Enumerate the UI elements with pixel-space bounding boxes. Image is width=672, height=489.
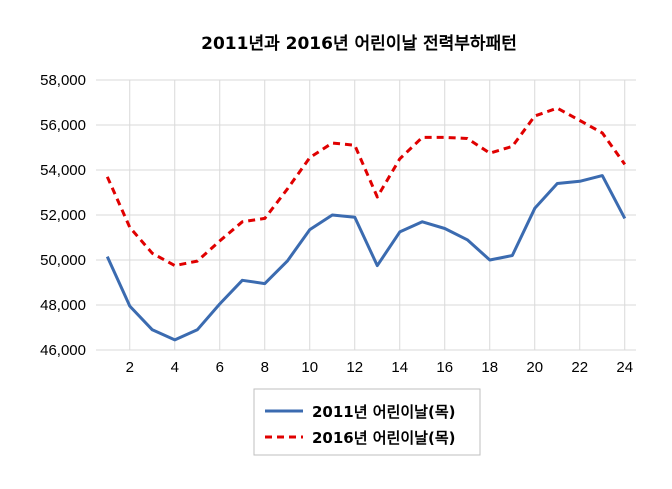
chart-title: 2011년과 2016년 어린이날 전력부하패턴 <box>201 34 517 54</box>
grid-layer <box>96 79 636 351</box>
x-tick-label: 4 <box>171 359 179 376</box>
y-axis-ticks: 46,000 48,000 50,000 52,000 54,000 56,000 58,0… <box>40 72 86 359</box>
y-tick-label: 48,000 <box>40 297 86 314</box>
x-tick-label: 12 <box>346 359 363 376</box>
legend: 2011년 어린이날(목) 2016년 어린이날(목) <box>253 388 481 456</box>
y-tick-label: 50,000 <box>40 252 86 269</box>
y-tick-label: 54,000 <box>40 162 86 179</box>
x-tick-label: 14 <box>391 359 408 376</box>
y-tick-label: 46,000 <box>40 342 86 359</box>
x-tick-label: 10 <box>301 359 318 376</box>
x-tick-label: 6 <box>216 359 224 376</box>
x-tick-label: 18 <box>481 359 498 376</box>
legend-box <box>253 388 481 456</box>
x-axis-ticks: 2 4 6 8 10 12 14 16 18 20 22 24 <box>126 359 634 376</box>
y-tick-label: 58,000 <box>40 72 86 89</box>
x-tick-label: 20 <box>526 359 543 376</box>
x-tick-label: 2 <box>126 359 134 376</box>
series-line-0 <box>105 174 627 342</box>
y-tick-label: 52,000 <box>40 207 86 224</box>
y-tick-label: 56,000 <box>40 117 86 134</box>
x-tick-label: 24 <box>616 359 633 376</box>
series-layer <box>105 106 627 342</box>
x-tick-label: 22 <box>571 359 588 376</box>
legend-label-2016: 2016년 어린이날(목) <box>312 429 455 447</box>
x-tick-label: 8 <box>261 359 269 376</box>
x-tick-label: 16 <box>436 359 453 376</box>
series-line-1 <box>105 106 627 268</box>
legend-label-2011: 2011년 어린이날(목) <box>312 403 455 421</box>
